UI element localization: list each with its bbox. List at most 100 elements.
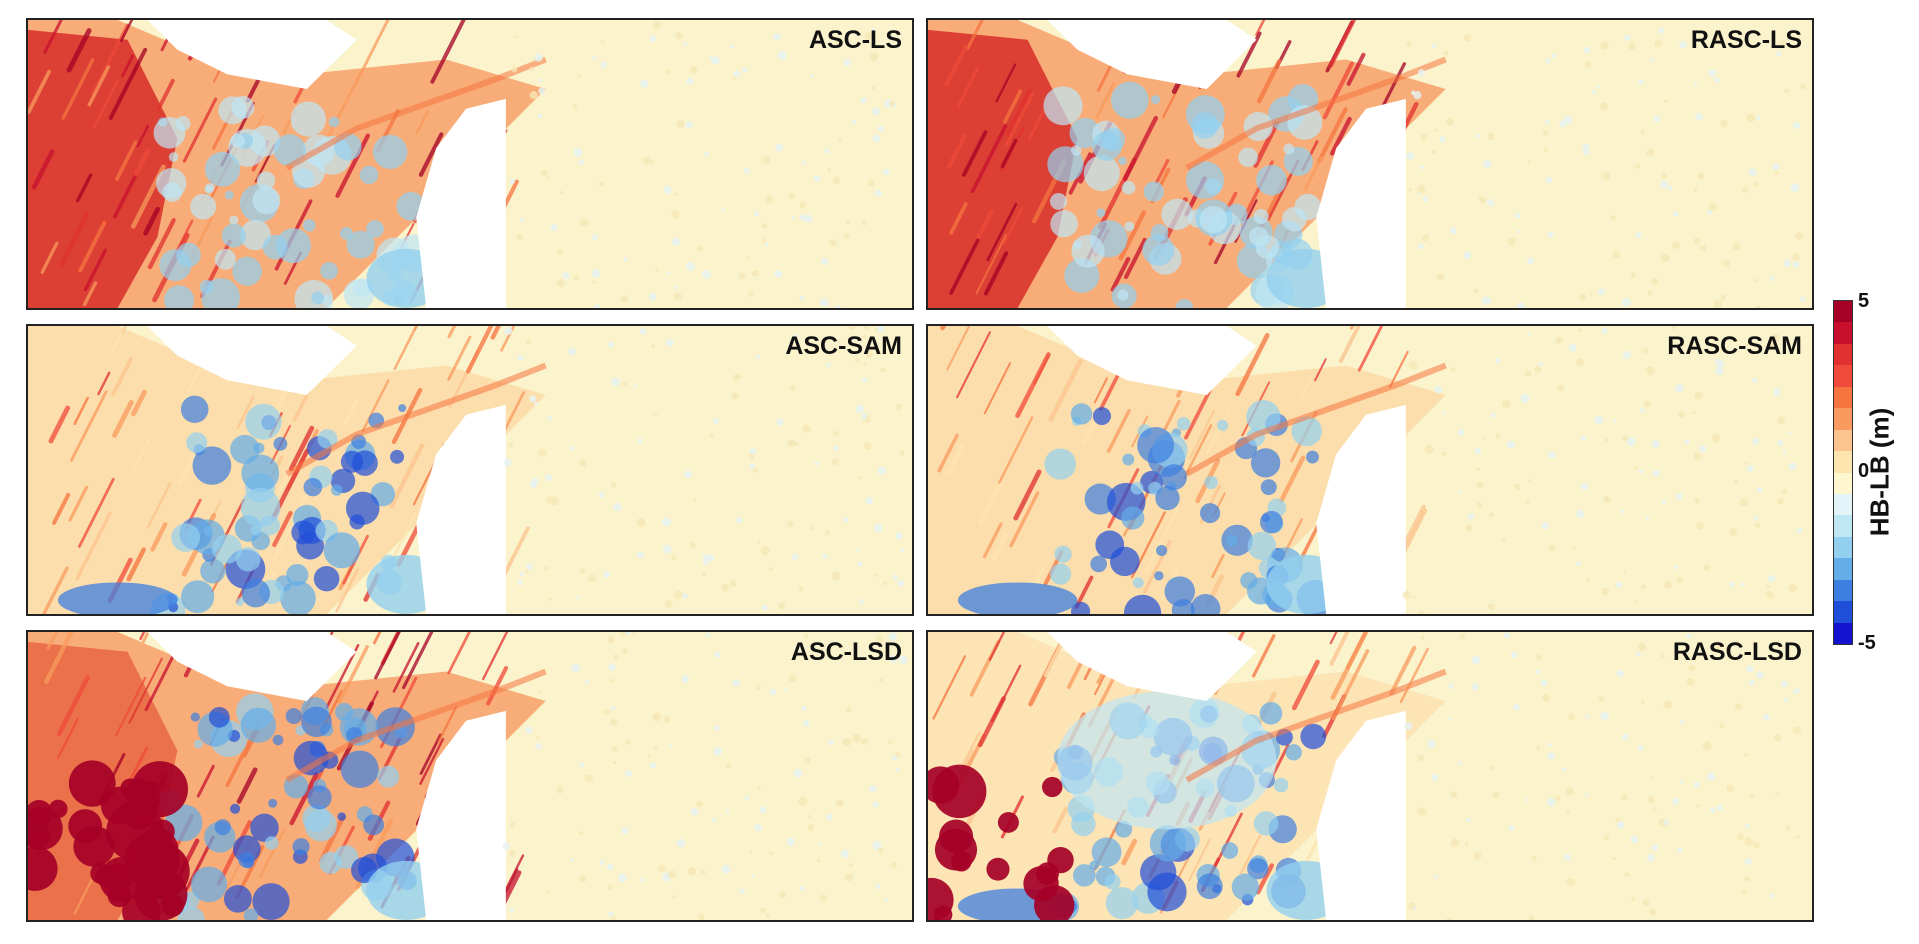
speckle bbox=[649, 762, 656, 769]
speckle bbox=[769, 851, 774, 856]
speckle bbox=[670, 555, 677, 561]
speckle bbox=[1434, 385, 1443, 394]
speckle bbox=[1650, 775, 1654, 779]
hot-blob bbox=[103, 863, 133, 893]
speckle bbox=[757, 541, 761, 545]
streak bbox=[1003, 207, 1023, 245]
speckle bbox=[1755, 305, 1761, 308]
cool-patch bbox=[1150, 95, 1161, 105]
speckle bbox=[517, 354, 524, 362]
speckle bbox=[1732, 243, 1741, 252]
nodata-area bbox=[1047, 20, 1257, 90]
speckle bbox=[844, 233, 850, 239]
speckle bbox=[1679, 41, 1687, 49]
cool-patch bbox=[1137, 426, 1175, 464]
speckle bbox=[1793, 121, 1801, 129]
speckle bbox=[855, 547, 860, 552]
speckle bbox=[1476, 481, 1484, 489]
speckle bbox=[672, 895, 676, 899]
speckle bbox=[1654, 39, 1663, 48]
speckle bbox=[671, 210, 680, 219]
cool-patch bbox=[168, 152, 179, 162]
speckle bbox=[1538, 362, 1543, 367]
speckle bbox=[748, 292, 754, 297]
speckle bbox=[1565, 787, 1574, 796]
speckle bbox=[709, 432, 714, 438]
speckle bbox=[1748, 168, 1757, 177]
speckle bbox=[1663, 99, 1669, 104]
speckle bbox=[1784, 88, 1790, 94]
speckle bbox=[599, 859, 605, 865]
speckle bbox=[658, 864, 666, 873]
speckle bbox=[534, 401, 539, 406]
speckle bbox=[672, 237, 681, 246]
cool-patch bbox=[155, 168, 187, 199]
speckle bbox=[1576, 561, 1582, 566]
streak bbox=[93, 80, 119, 128]
speckle bbox=[1424, 444, 1434, 454]
cool-patch bbox=[1217, 419, 1229, 431]
speckle bbox=[1566, 811, 1570, 815]
speckle bbox=[829, 239, 838, 247]
cool-patch bbox=[1176, 417, 1191, 431]
speckle bbox=[1513, 703, 1520, 711]
streak bbox=[946, 326, 971, 371]
speckle bbox=[663, 185, 672, 194]
speckle bbox=[1615, 817, 1620, 823]
speckle bbox=[802, 160, 807, 165]
speckle bbox=[764, 242, 769, 247]
colorbar-segment bbox=[1834, 601, 1852, 623]
colorbar-segment bbox=[1834, 536, 1852, 559]
speckle bbox=[1450, 838, 1460, 847]
cool-patch bbox=[1253, 208, 1269, 225]
speckle bbox=[804, 757, 811, 764]
speckle bbox=[514, 35, 518, 39]
speckle bbox=[592, 55, 597, 60]
cool-patch bbox=[291, 520, 316, 545]
speckle bbox=[1702, 741, 1712, 751]
speckle bbox=[1421, 234, 1430, 242]
speckle bbox=[773, 33, 781, 41]
speckle bbox=[827, 167, 832, 172]
hot-blob bbox=[997, 812, 1019, 833]
speckle bbox=[1482, 296, 1491, 305]
hot-blob bbox=[124, 832, 180, 888]
panel-asc-lsd: ASC-LSD bbox=[26, 630, 914, 922]
map-rasc-sam bbox=[928, 326, 1812, 614]
cool-patch bbox=[1185, 161, 1225, 200]
speckle bbox=[608, 341, 615, 348]
cool-patch bbox=[214, 819, 231, 836]
streak bbox=[1027, 109, 1046, 141]
speckle bbox=[1679, 719, 1684, 724]
speckle bbox=[778, 602, 786, 610]
streak bbox=[83, 248, 108, 292]
streak bbox=[1188, 838, 1211, 882]
speckle bbox=[1739, 498, 1748, 507]
speckle bbox=[846, 706, 852, 713]
cool-patch bbox=[1259, 510, 1283, 534]
speckle bbox=[1572, 545, 1577, 550]
speckle bbox=[613, 654, 620, 661]
speckle bbox=[598, 492, 605, 498]
streak bbox=[946, 133, 967, 170]
speckle bbox=[1752, 377, 1758, 384]
speckle bbox=[579, 459, 587, 467]
speckle bbox=[764, 195, 773, 204]
speckle bbox=[807, 824, 815, 831]
cool-patch bbox=[273, 437, 288, 451]
speckle bbox=[578, 159, 585, 166]
speckle bbox=[1692, 411, 1696, 415]
speckle bbox=[610, 678, 615, 684]
speckle bbox=[1638, 642, 1647, 651]
speckle bbox=[1448, 717, 1453, 721]
speckle bbox=[836, 305, 841, 308]
speckle bbox=[713, 747, 723, 756]
cool-patch bbox=[1149, 825, 1187, 862]
streak bbox=[136, 124, 150, 148]
speckle bbox=[525, 569, 529, 574]
speckle bbox=[1471, 655, 1481, 665]
hot-blob bbox=[160, 893, 185, 917]
cool-patch bbox=[250, 813, 279, 842]
streak bbox=[121, 54, 134, 78]
speckle bbox=[1788, 583, 1798, 593]
